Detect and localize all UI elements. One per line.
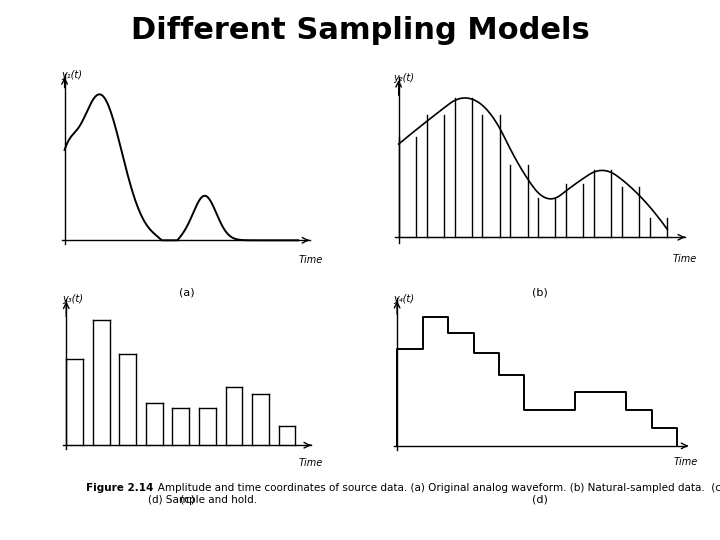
Text: Figure 2.14: Figure 2.14 (86, 483, 154, 494)
Text: Different Sampling Models: Different Sampling Models (130, 16, 590, 45)
Text: Time: Time (299, 458, 323, 468)
Text: Time: Time (299, 255, 323, 265)
Text: (a): (a) (179, 288, 195, 298)
Text: (b): (b) (532, 288, 548, 298)
Text: (c): (c) (180, 494, 194, 504)
Text: (d): (d) (532, 494, 548, 504)
Text: y₃(t): y₃(t) (62, 294, 83, 305)
Text: Amplitude and time coordinates of source data. (a) Original analog waveform. (b): Amplitude and time coordinates of source… (148, 483, 720, 505)
Text: Time: Time (673, 457, 698, 468)
Text: y₂(t): y₂(t) (394, 73, 415, 83)
Text: y₁(t): y₁(t) (61, 70, 82, 80)
Text: y₄(t): y₄(t) (393, 294, 414, 304)
Text: Time: Time (672, 254, 697, 264)
